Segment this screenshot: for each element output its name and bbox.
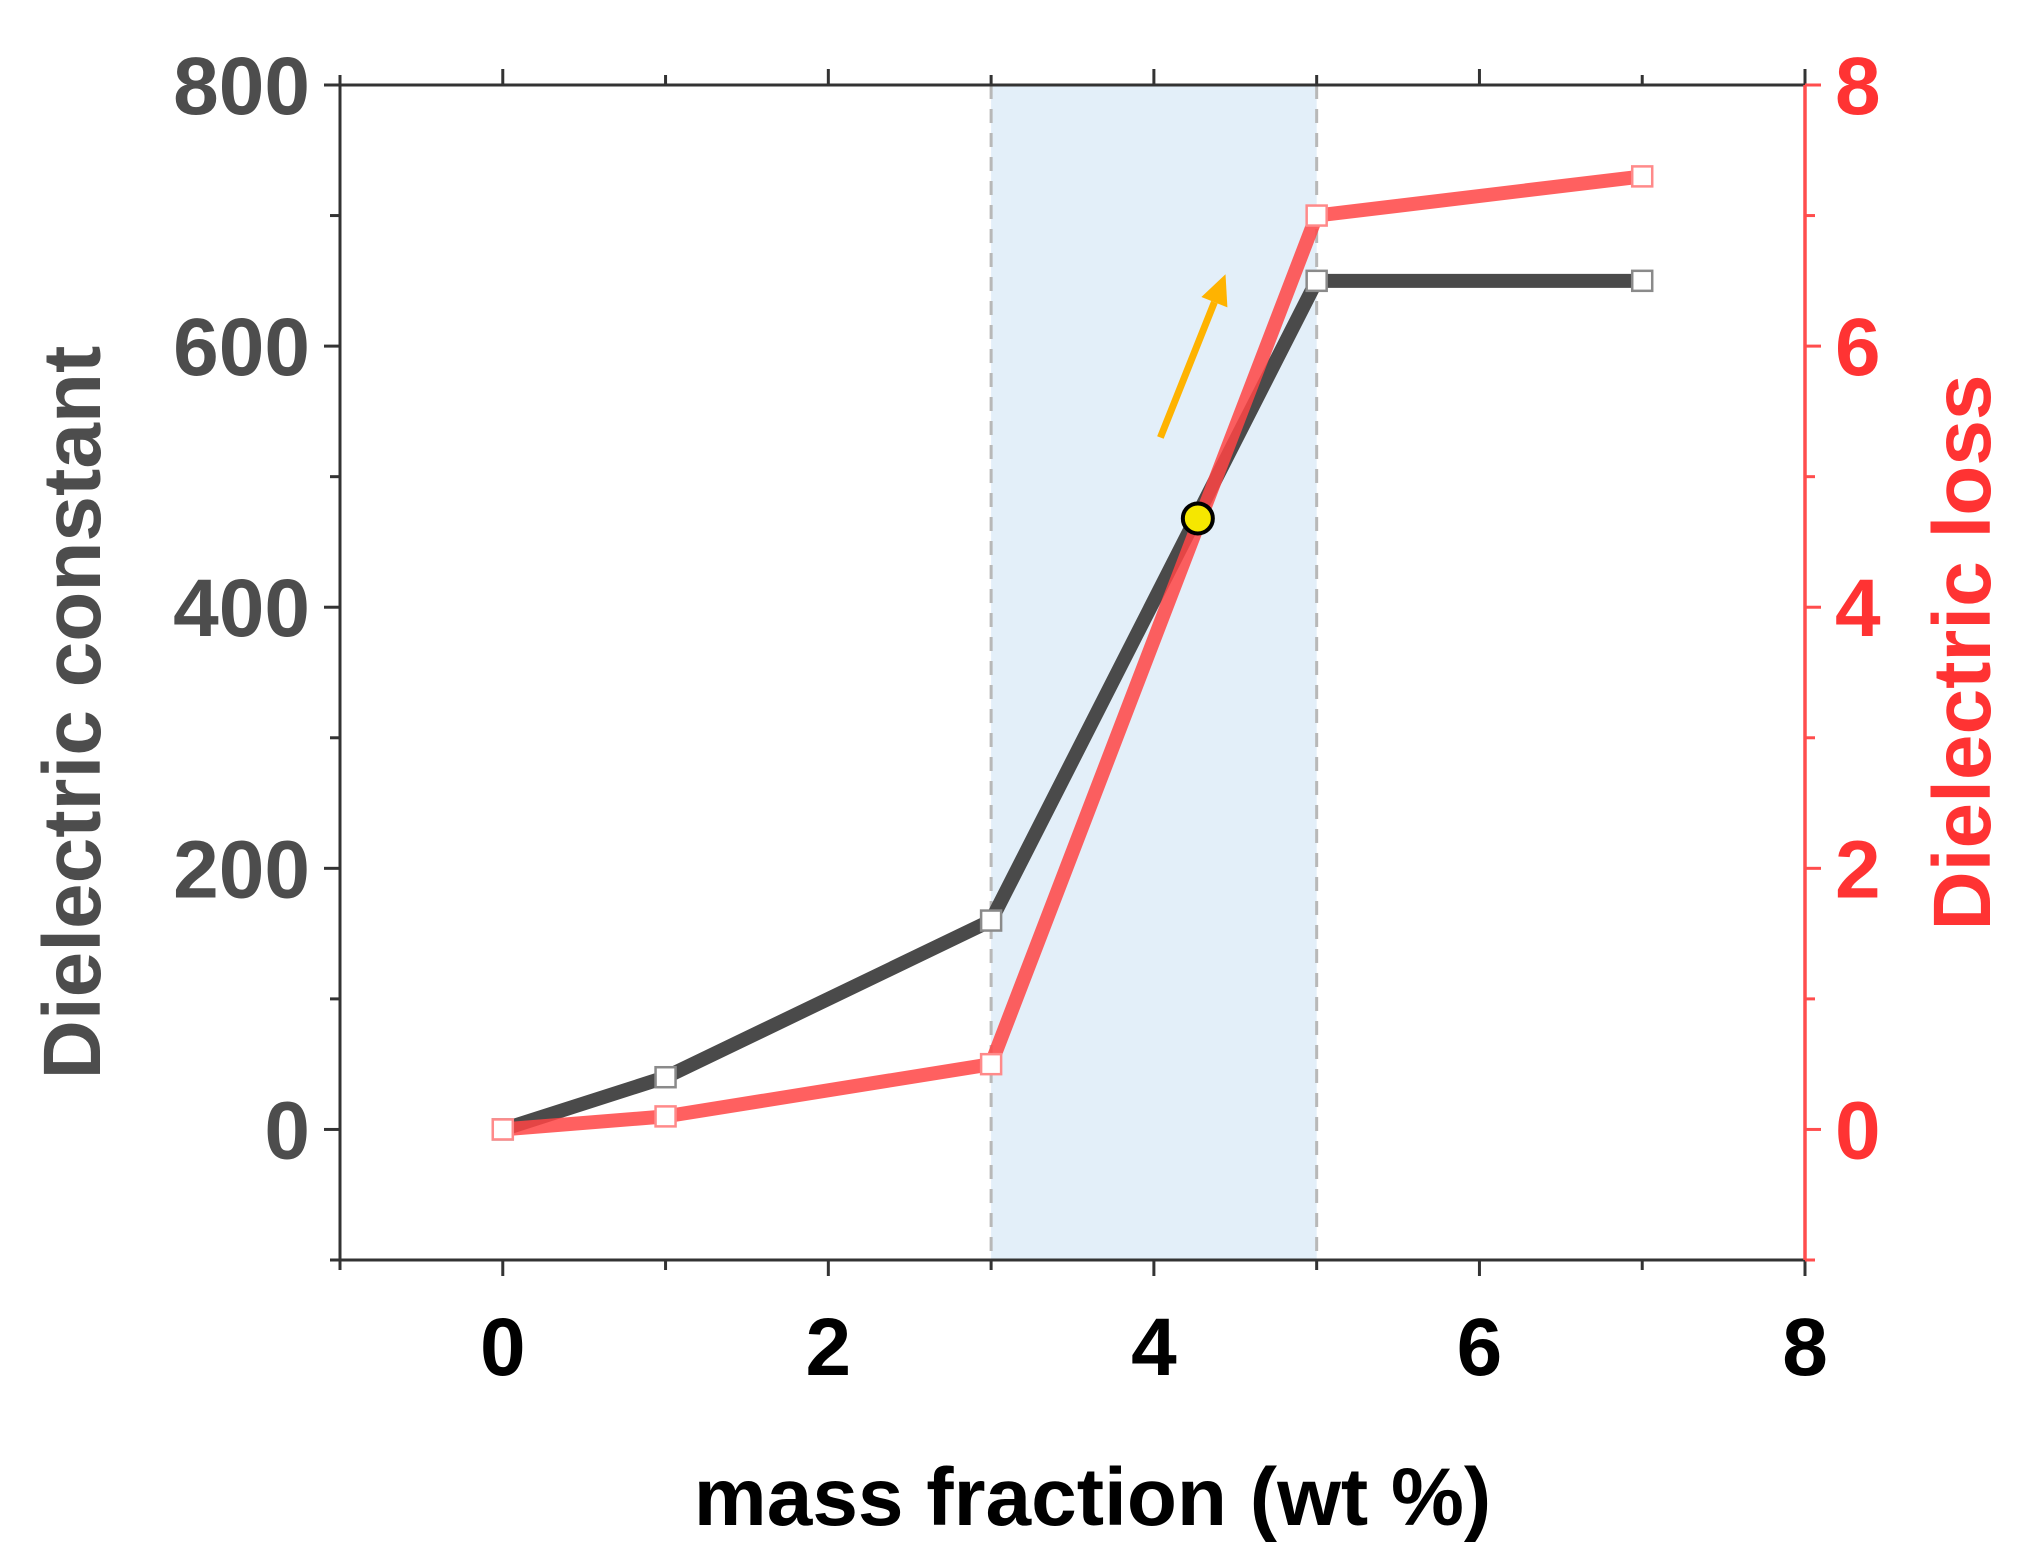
trend-arrow-head	[1201, 274, 1228, 308]
dielectric-constant-point-2	[654, 1065, 677, 1089]
y-left-tick-label-800: 800	[173, 41, 310, 132]
y-right-axis-title: Dielectric loss	[1917, 374, 2008, 930]
y-right-tick-label-0: 0	[1835, 1085, 1881, 1176]
dielectric-constant-point-4	[1305, 269, 1328, 293]
y-left-tick-label-0: 0	[264, 1085, 310, 1176]
dielectric-loss-point-3	[979, 1052, 1003, 1076]
x-tick-label-0: 0	[480, 1302, 526, 1393]
shaded-region	[991, 85, 1317, 1260]
intersection-marker	[1180, 501, 1215, 536]
y-left-axis-title: Dielectric constant	[27, 346, 118, 1080]
x-axis-title: mass fraction (wt %)	[694, 1452, 1491, 1543]
dielectric-constant-point-3	[979, 909, 1003, 932]
x-tick-label-2: 2	[806, 1302, 852, 1393]
y-right-tick-label-8: 8	[1835, 41, 1881, 132]
x-tick-label-6: 6	[1457, 1302, 1503, 1393]
x-tick-label-4: 4	[1131, 1302, 1177, 1393]
y-right-tick-label-6: 6	[1835, 302, 1881, 393]
y-right-tick-label-2: 2	[1835, 824, 1881, 915]
y-left-tick-label-600: 600	[173, 302, 310, 393]
y-right-tick-label-4: 4	[1835, 563, 1881, 654]
dielectric-constant-point-5	[1630, 269, 1654, 293]
dielectric-loss-point-2	[654, 1105, 677, 1128]
trend-arrow-shaft	[1157, 300, 1218, 439]
x-tick-label-8: 8	[1782, 1302, 1828, 1393]
y-left-tick-label-200: 200	[173, 824, 310, 915]
dielectric-loss-point-1	[491, 1118, 515, 1141]
dielectric-loss-point-5	[1630, 165, 1654, 188]
y-left-tick-label-400: 400	[173, 563, 310, 654]
dielectric-loss-point-4	[1305, 204, 1328, 227]
